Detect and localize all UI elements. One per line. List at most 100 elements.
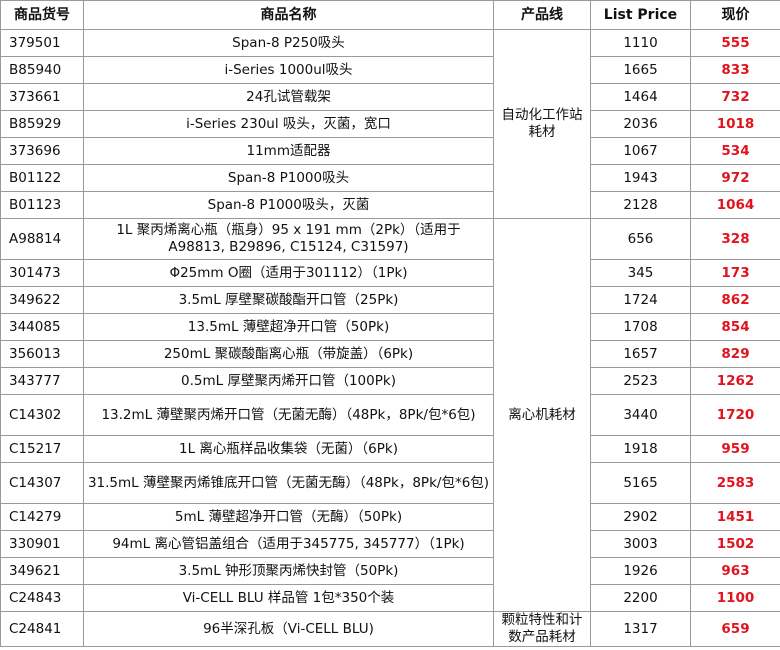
product-code: 379501	[0, 29, 84, 57]
product-code: B01122	[0, 164, 84, 192]
product-name: i-Series 230ul 吸头，灭菌，宽口	[83, 110, 494, 138]
current-price: 963	[690, 557, 780, 585]
product-name: 24孔试管载架	[83, 83, 494, 111]
product-code: 349622	[0, 286, 84, 314]
list-price: 1918	[590, 435, 691, 463]
table-row: 373696 11mm适配器 1067 534	[0, 137, 780, 165]
table-row: 330901 94mL 离心管铝盖组合（适用于345775, 345777）（1P…	[0, 530, 780, 558]
list-price: 3440	[590, 394, 691, 436]
list-price: 2200	[590, 584, 691, 612]
current-price: 854	[690, 313, 780, 341]
table-row: B01123 Span-8 P1000吸头，灭菌 2128 1064	[0, 191, 780, 219]
list-price: 1724	[590, 286, 691, 314]
product-name: 13.5mL 薄壁超净开口管（50Pk)	[83, 313, 494, 341]
product-line: 自动化工作站 耗材	[493, 29, 591, 219]
product-name: 5mL 薄壁超净开口管（无酶）（50Pk)	[83, 503, 494, 531]
table-row: 379501 Span-8 P250吸头 自动化工作站 耗材 1110 555	[0, 29, 780, 219]
table-row: 349622 3.5mL 厚壁聚碳酸酯开口管（25Pk) 1724 862	[0, 286, 780, 314]
current-price: 534	[690, 137, 780, 165]
product-name: i-Series 1000ul吸头	[83, 56, 494, 84]
list-price: 1317	[590, 611, 691, 647]
list-price: 1926	[590, 557, 691, 585]
product-name: 1L 离心瓶样品收集袋（无菌）（6Pk)	[83, 435, 494, 463]
product-code: 330901	[0, 530, 84, 558]
current-price: 1720	[690, 394, 780, 436]
table-row: 343777 0.5mL 厚壁聚丙烯开口管（100Pk) 2523 1262	[0, 367, 780, 395]
product-name: Vi-CELL BLU 样品管 1包*350个装	[83, 584, 494, 612]
current-price: 829	[690, 340, 780, 368]
product-code: C24841	[0, 611, 84, 647]
product-code: 349621	[0, 557, 84, 585]
product-code: 356013	[0, 340, 84, 368]
product-name: 31.5mL 薄壁聚丙烯锥底开口管（无菌无酶）（48Pk，8Pk/包*6包)	[83, 462, 494, 504]
table-row: C15217 1L 离心瓶样品收集袋（无菌）（6Pk) 1918 959	[0, 435, 780, 463]
product-name: 0.5mL 厚壁聚丙烯开口管（100Pk)	[83, 367, 494, 395]
product-name: Φ25mm O圈（适用于301112）（1Pk)	[83, 259, 494, 287]
current-price: 862	[690, 286, 780, 314]
product-name: 11mm适配器	[83, 137, 494, 165]
list-price: 1110	[590, 29, 691, 57]
list-price: 1943	[590, 164, 691, 192]
product-line: 离心机耗材	[493, 218, 591, 612]
list-price: 2523	[590, 367, 691, 395]
table-row: B85929 i-Series 230ul 吸头，灭菌，宽口 2036 1018	[0, 110, 780, 138]
column-header: 产品线	[493, 0, 591, 30]
product-name: Span-8 P1000吸头	[83, 164, 494, 192]
current-price: 1100	[690, 584, 780, 612]
list-price: 1067	[590, 137, 691, 165]
product-name: 96半深孔板（Vi-CELL BLU)	[83, 611, 494, 647]
product-code: C15217	[0, 435, 84, 463]
table-row: 344085 13.5mL 薄壁超净开口管（50Pk) 1708 854	[0, 313, 780, 341]
table-row: C14307 31.5mL 薄壁聚丙烯锥底开口管（无菌无酶）（48Pk，8Pk/包…	[0, 462, 780, 504]
column-header: List Price	[590, 0, 691, 30]
current-price: 833	[690, 56, 780, 84]
table-row: 356013 250mL 聚碳酸酯离心瓶（带旋盖）（6Pk) 1657 829	[0, 340, 780, 368]
list-price: 5165	[590, 462, 691, 504]
list-price: 656	[590, 218, 691, 260]
current-price: 1018	[690, 110, 780, 138]
product-name: Span-8 P1000吸头，灭菌	[83, 191, 494, 219]
current-price: 1064	[690, 191, 780, 219]
product-name: Span-8 P250吸头	[83, 29, 494, 57]
current-price: 732	[690, 83, 780, 111]
product-code: C24843	[0, 584, 84, 612]
table-row: 373661 24孔试管载架 1464 732	[0, 83, 780, 111]
product-code: B85940	[0, 56, 84, 84]
product-name: 94mL 离心管铝盖组合（适用于345775, 345777）（1Pk)	[83, 530, 494, 558]
table-row: C14302 13.2mL 薄壁聚丙烯开口管（无菌无酶）（48Pk，8Pk/包*6…	[0, 394, 780, 436]
list-price: 2128	[590, 191, 691, 219]
list-price: 2036	[590, 110, 691, 138]
product-code: 301473	[0, 259, 84, 287]
current-price: 1262	[690, 367, 780, 395]
product-code: B85929	[0, 110, 84, 138]
product-code: C14279	[0, 503, 84, 531]
column-header: 商品名称	[83, 0, 494, 30]
current-price: 959	[690, 435, 780, 463]
product-code: C14302	[0, 394, 84, 436]
product-code: 343777	[0, 367, 84, 395]
list-price: 1464	[590, 83, 691, 111]
table-row: A98814 1L 聚丙烯离心瓶（瓶身）95 x 191 mm（2Pk）（适用于 …	[0, 218, 780, 612]
current-price: 173	[690, 259, 780, 287]
list-price: 345	[590, 259, 691, 287]
current-price: 2583	[690, 462, 780, 504]
list-price: 1708	[590, 313, 691, 341]
list-price: 1657	[590, 340, 691, 368]
list-price: 3003	[590, 530, 691, 558]
current-price: 328	[690, 218, 780, 260]
product-code: 373696	[0, 137, 84, 165]
column-header: 商品货号	[0, 0, 84, 30]
table-row: B85940 i-Series 1000ul吸头 1665 833	[0, 56, 780, 84]
product-code: A98814	[0, 218, 84, 260]
product-code: 373661	[0, 83, 84, 111]
product-name: 250mL 聚碳酸酯离心瓶（带旋盖）（6Pk)	[83, 340, 494, 368]
table-row: C24841 96半深孔板（Vi-CELL BLU) 颗粒特性和计 数产品耗材 131…	[0, 611, 780, 647]
product-name: 1L 聚丙烯离心瓶（瓶身）95 x 191 mm（2Pk）（适用于 A98813…	[83, 218, 494, 260]
list-price: 2902	[590, 503, 691, 531]
product-code: 344085	[0, 313, 84, 341]
current-price: 972	[690, 164, 780, 192]
list-price: 1665	[590, 56, 691, 84]
product-code: C14307	[0, 462, 84, 504]
product-name: 3.5mL 厚壁聚碳酸酯开口管（25Pk)	[83, 286, 494, 314]
